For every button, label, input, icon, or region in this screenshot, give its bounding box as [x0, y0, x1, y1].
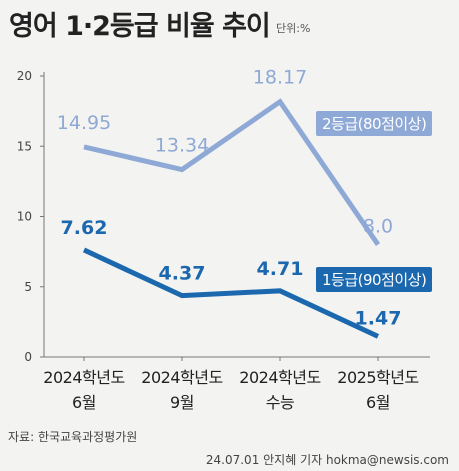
x-tick-label: 2024학년도	[43, 368, 124, 387]
source-note: 자료: 한국교육과정평가원	[8, 430, 138, 444]
x-tick-label: 2024학년도	[239, 368, 320, 387]
data-label: 7.62	[61, 217, 108, 239]
x-tick-label: 9월	[170, 393, 194, 412]
series-line-1	[83, 98, 381, 247]
legend-series-2: 2등급(80점이상)	[316, 111, 433, 136]
x-tick-label: 6월	[72, 393, 96, 412]
y-tick-label: 5	[24, 280, 32, 294]
legend-series-1: 1등급(90점이상)	[316, 267, 433, 292]
y-tick-label: 0	[24, 350, 32, 364]
y-tick-label: 10	[17, 210, 32, 224]
x-tick-label: 수능	[266, 393, 294, 412]
credit-note: 24.07.01 안지혜 기자 hokma@newsis.com	[205, 453, 449, 467]
series-line-2	[82, 247, 380, 339]
x-tick-label: 2025학년도	[337, 368, 418, 387]
data-label: 8.0	[363, 216, 393, 238]
page-title: 영어 1·2등급 비율 추이	[9, 11, 271, 42]
y-tick-label: 15	[17, 139, 32, 153]
unit-label: 단위:%	[276, 22, 311, 35]
data-label: 18.17	[253, 67, 307, 89]
y-tick-label: 20	[17, 69, 32, 83]
data-label: 14.95	[57, 112, 111, 134]
data-label: 1.47	[355, 307, 402, 329]
data-label: 4.37	[159, 263, 206, 285]
data-label: 13.34	[155, 135, 209, 157]
x-tick-label: 2024학년도	[141, 368, 222, 387]
data-label: 4.71	[257, 258, 304, 280]
x-tick-label: 6월	[366, 393, 390, 412]
